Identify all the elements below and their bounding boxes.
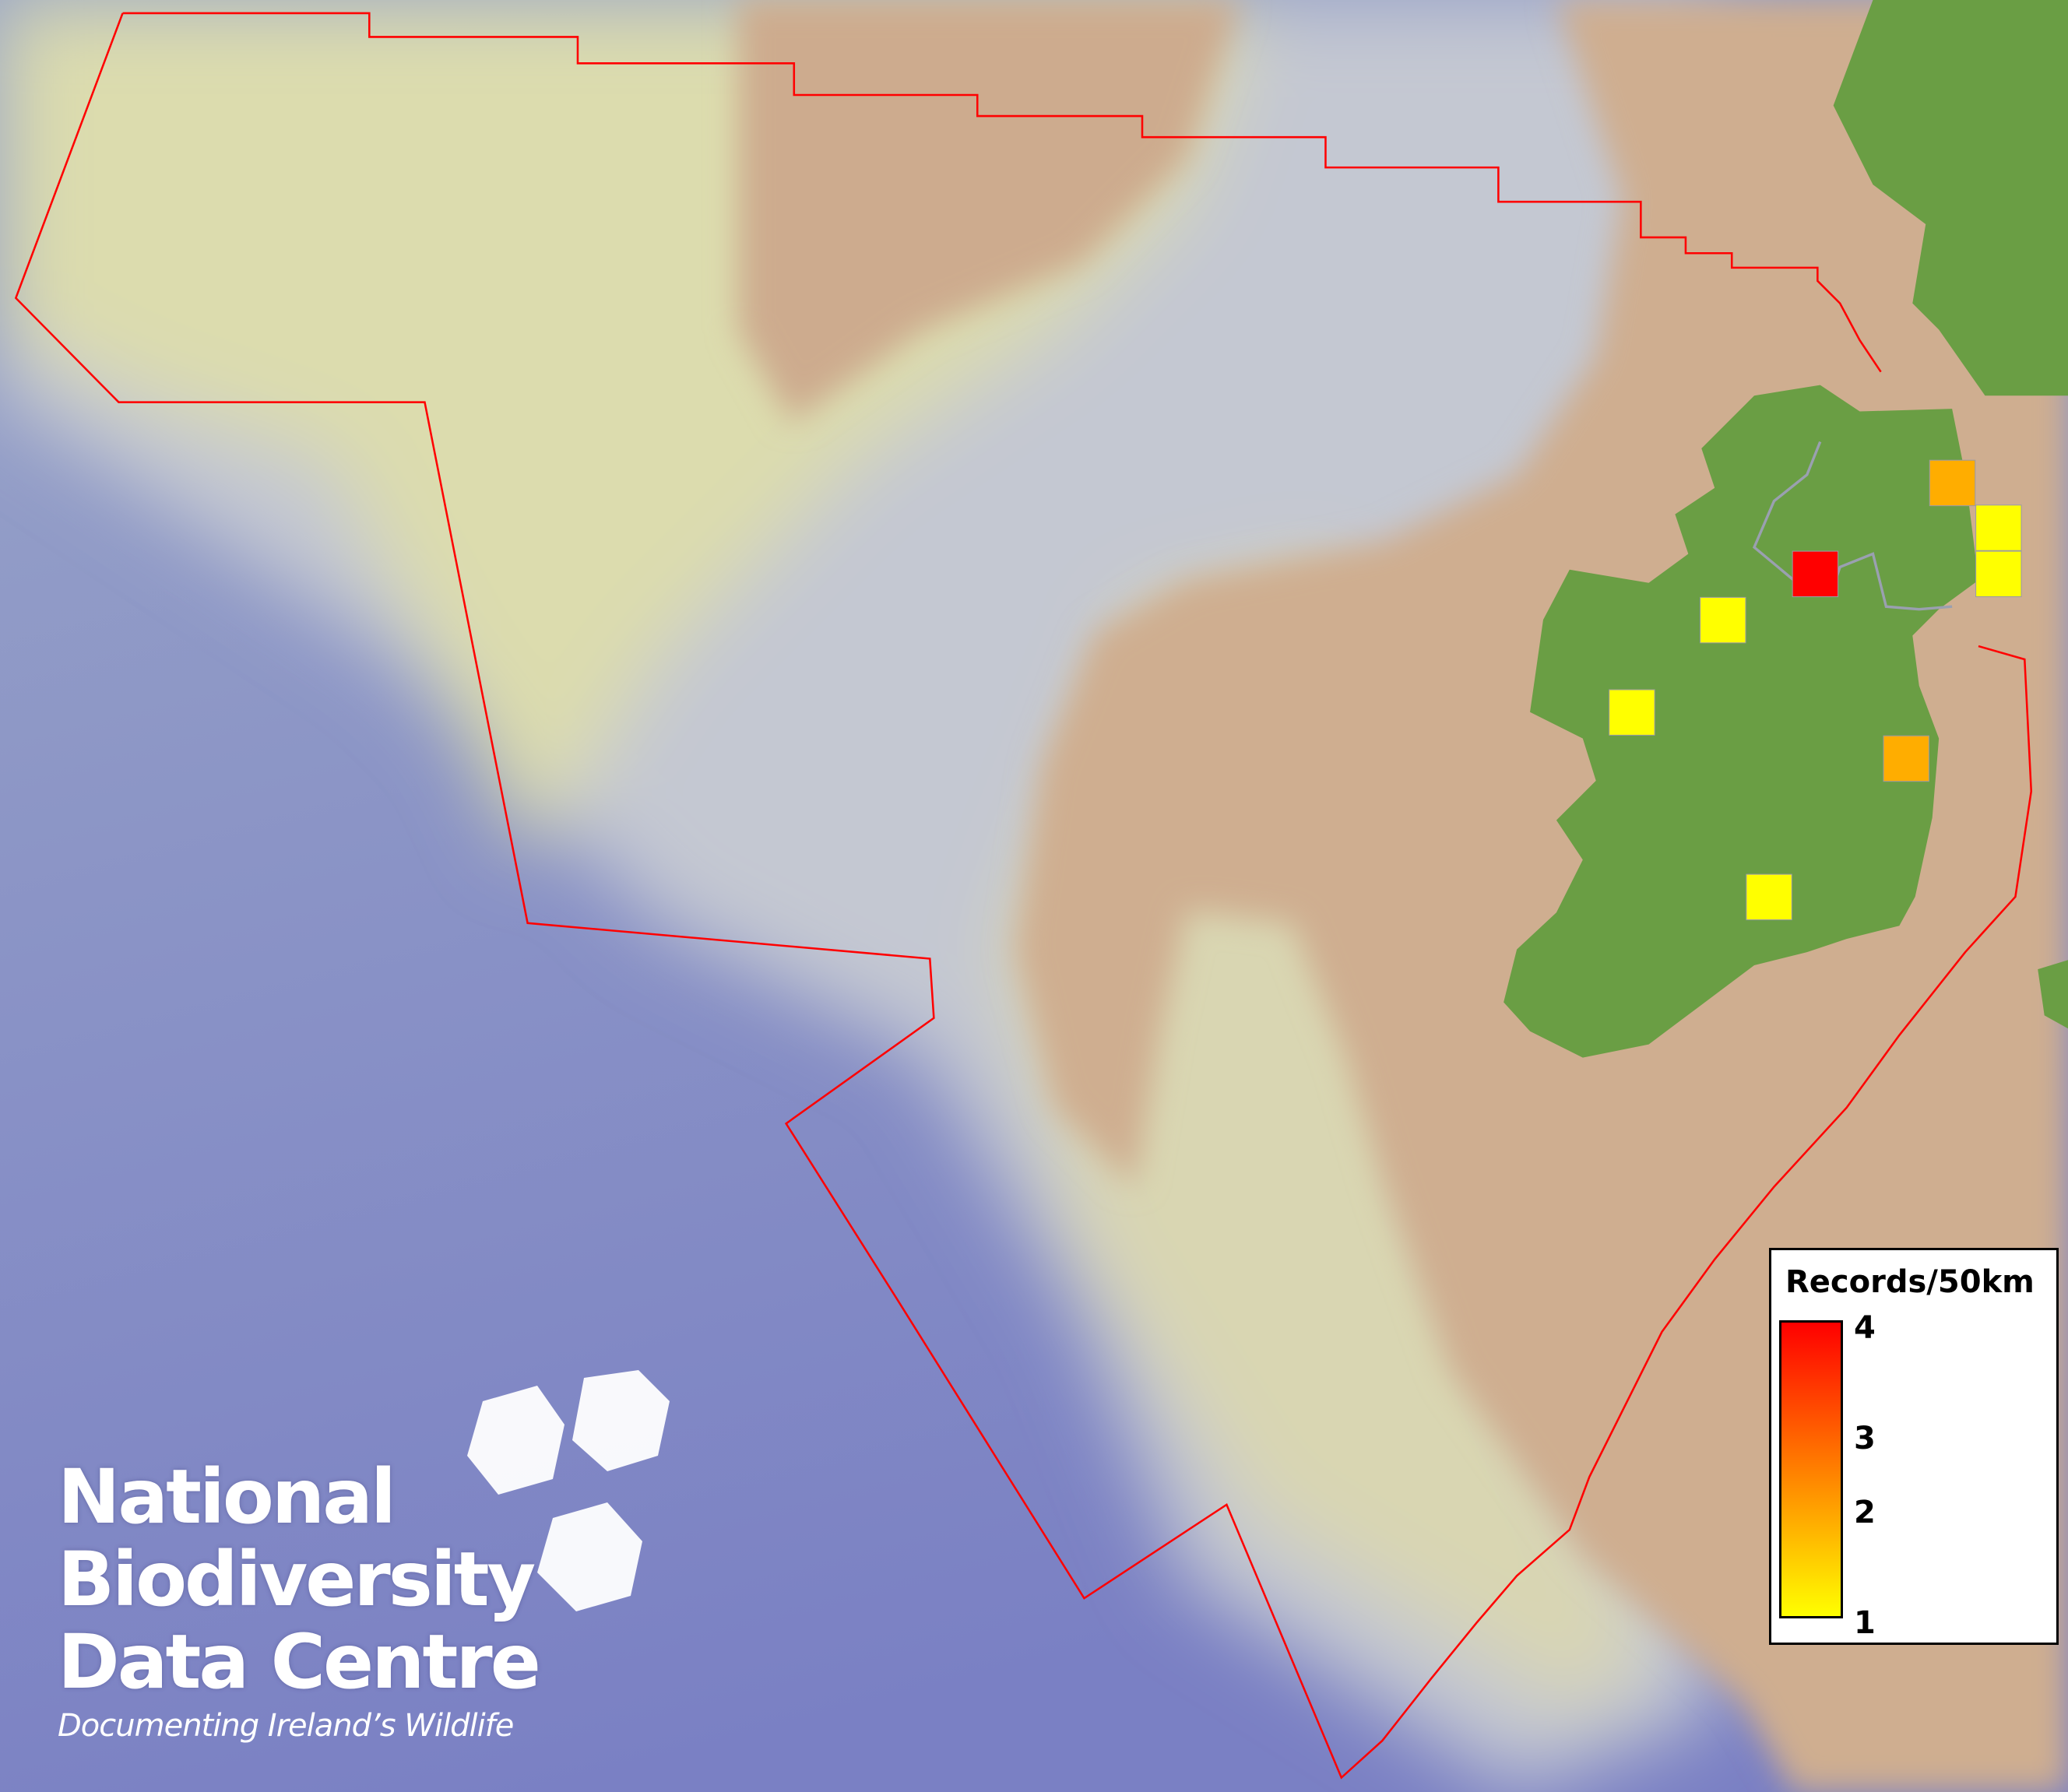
wales-landmass: [2038, 960, 2068, 1029]
legend-tick-2: 2: [1854, 1495, 1876, 1530]
boundary-line-west: [14, 12, 2033, 1780]
grid-square-4-records: [1792, 550, 1839, 598]
boundary-line: [122, 12, 1882, 373]
scotland-landmass: [1833, 0, 2068, 396]
grid-square-1-records: [1975, 504, 2022, 551]
butterfly-hexagon-icon: [572, 1370, 670, 1471]
logo-line-3: Data Centre: [58, 1618, 541, 1706]
seahorse-hexagon-icon: [537, 1502, 642, 1611]
grid-square-1-records: [1609, 689, 1655, 736]
grid-square-2-records: [1929, 459, 1976, 507]
legend-title: Records/50km: [1785, 1264, 2035, 1300]
ireland-landmass: [1504, 385, 1978, 1058]
ndbc-logo: National Biodiversity Data Centre Docume…: [58, 1453, 541, 1744]
legend-tick-3: 3: [1854, 1421, 1876, 1456]
logo-tagline: Documenting Ireland’s Wildlife: [58, 1708, 514, 1744]
legend-tick-1: 1: [1854, 1605, 1876, 1641]
grid-squares-layer: [1609, 459, 2022, 921]
grid-square-1-records: [1700, 596, 1746, 644]
legend-tick-4: 4: [1854, 1310, 1876, 1346]
tree-hexagon-icon: [467, 1386, 564, 1495]
grid-square-2-records: [1883, 735, 1929, 782]
grid-square-1-records: [1746, 873, 1792, 921]
ndbc-logo-hexagons: [436, 1370, 709, 1643]
logo-line-2: Biodiversity: [58, 1536, 536, 1623]
map-legend: Records/50km 4 3 2 1: [1769, 1248, 2059, 1645]
logo-line-1: National: [58, 1453, 396, 1541]
grid-square-1-records: [1975, 550, 2022, 598]
shelf-tan: [738, 0, 1240, 423]
legend-colorbar: [1779, 1320, 1843, 1618]
